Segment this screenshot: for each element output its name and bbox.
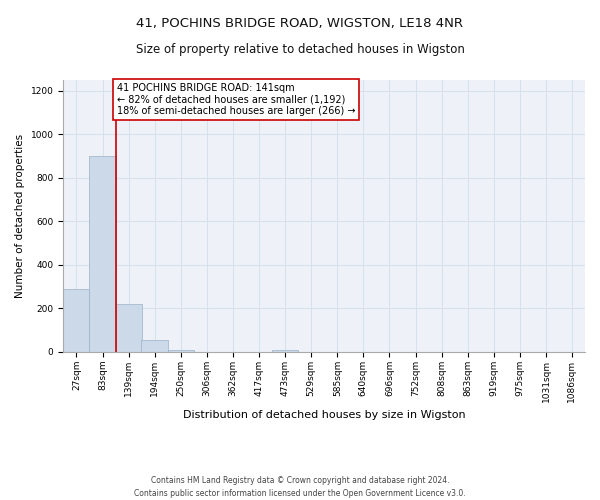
Text: Size of property relative to detached houses in Wigston: Size of property relative to detached ho… <box>136 42 464 56</box>
Text: 41 POCHINS BRIDGE ROAD: 141sqm
← 82% of detached houses are smaller (1,192)
18% : 41 POCHINS BRIDGE ROAD: 141sqm ← 82% of … <box>117 84 356 116</box>
Bar <box>63 289 89 352</box>
Bar <box>167 350 194 352</box>
Bar <box>272 350 298 352</box>
Text: 41, POCHINS BRIDGE ROAD, WIGSTON, LE18 4NR: 41, POCHINS BRIDGE ROAD, WIGSTON, LE18 4… <box>137 18 464 30</box>
Text: Contains HM Land Registry data © Crown copyright and database right 2024.
Contai: Contains HM Land Registry data © Crown c… <box>134 476 466 498</box>
X-axis label: Distribution of detached houses by size in Wigston: Distribution of detached houses by size … <box>183 410 466 420</box>
Bar <box>116 304 142 352</box>
Bar <box>142 340 167 352</box>
Bar <box>89 156 116 352</box>
Y-axis label: Number of detached properties: Number of detached properties <box>15 134 25 298</box>
